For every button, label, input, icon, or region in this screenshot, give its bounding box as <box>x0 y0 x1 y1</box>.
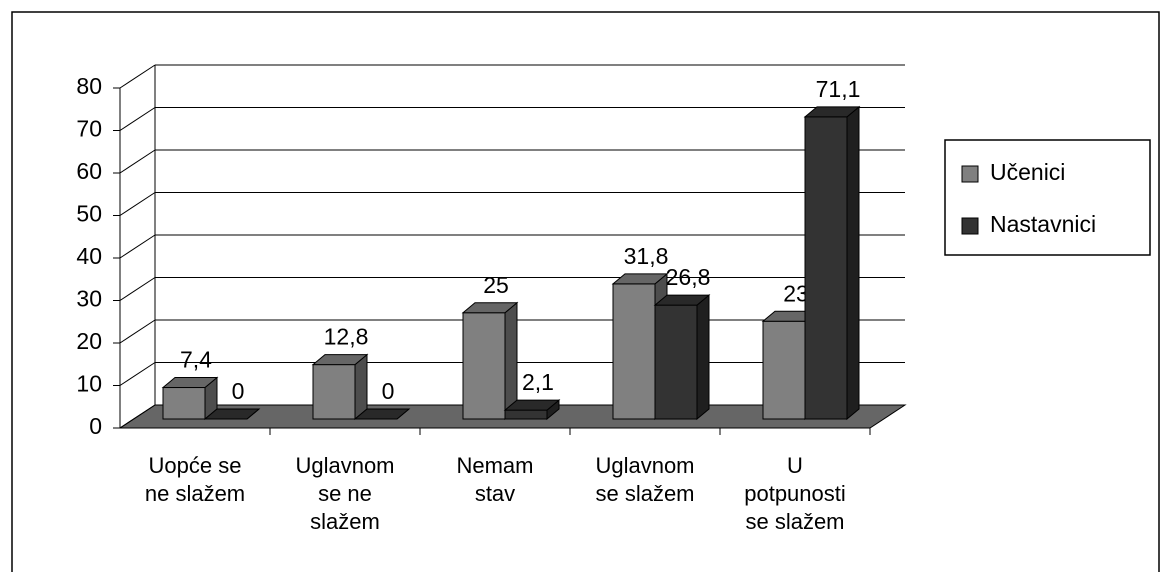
grid-line <box>119 234 156 259</box>
bar-front <box>162 387 206 420</box>
y-tick-label: 0 <box>89 413 102 439</box>
bar-top <box>611 273 669 285</box>
bar-top <box>311 354 369 366</box>
bar-side <box>696 294 710 421</box>
bar-top <box>161 377 219 389</box>
y-tick-label: 30 <box>76 286 102 312</box>
bar-top <box>203 408 261 420</box>
bar-side <box>846 105 860 421</box>
grid-line <box>119 149 156 174</box>
bar-top <box>353 408 411 420</box>
bar-front <box>504 409 548 420</box>
legend-label: Nastavnici <box>990 211 1096 237</box>
legend-label: Učenici <box>990 159 1065 185</box>
grid-line <box>119 404 156 429</box>
legend-box <box>944 139 1151 256</box>
value-label: 25 <box>483 272 509 298</box>
grid-line <box>119 319 156 344</box>
legend-swatch <box>961 217 979 235</box>
value-label: 2,1 <box>522 369 554 395</box>
y-tick-label: 60 <box>76 158 102 184</box>
value-label: 31,8 <box>624 243 669 269</box>
grid-line <box>119 107 156 131</box>
x-tick-label: Uopće se ne slažem <box>144 453 246 506</box>
value-label: 26,8 <box>666 264 711 290</box>
value-label: 7,4 <box>180 347 212 373</box>
y-tick-label: 20 <box>76 328 102 354</box>
bar-top <box>653 294 711 306</box>
y-tick-label: 10 <box>76 371 102 397</box>
bar-top <box>803 106 861 118</box>
value-label: 0 <box>232 378 245 404</box>
bar-front <box>762 320 806 420</box>
value-label: 71,1 <box>816 76 861 102</box>
y-tick-label: 70 <box>76 116 102 142</box>
value-label: 0 <box>382 378 395 404</box>
bar-front <box>804 116 848 420</box>
y-tick-label: 50 <box>76 201 102 227</box>
x-tick-label: U potpunosti se slažem <box>744 453 846 534</box>
grid-line <box>119 64 156 89</box>
x-tick-label: Nemam stav <box>456 453 534 506</box>
y-tick-label: 40 <box>76 243 102 269</box>
bar-top <box>503 399 561 411</box>
frame <box>11 11 1160 572</box>
x-tick-label: Uglavnom se ne slažem <box>295 453 395 534</box>
legend-swatch <box>961 165 979 183</box>
grid-line <box>119 362 156 386</box>
bar-side <box>354 353 368 421</box>
grid-line <box>119 192 156 216</box>
bar-front <box>654 304 698 420</box>
grid-line <box>119 277 156 301</box>
bar-front <box>312 364 356 420</box>
x-tick-label: Uglavnom se slažem <box>595 453 695 506</box>
value-label: 12,8 <box>324 324 369 350</box>
bar-top <box>461 302 519 314</box>
y-tick-label: 80 <box>76 73 102 99</box>
bar-front <box>612 283 656 420</box>
bar-front <box>462 312 506 420</box>
